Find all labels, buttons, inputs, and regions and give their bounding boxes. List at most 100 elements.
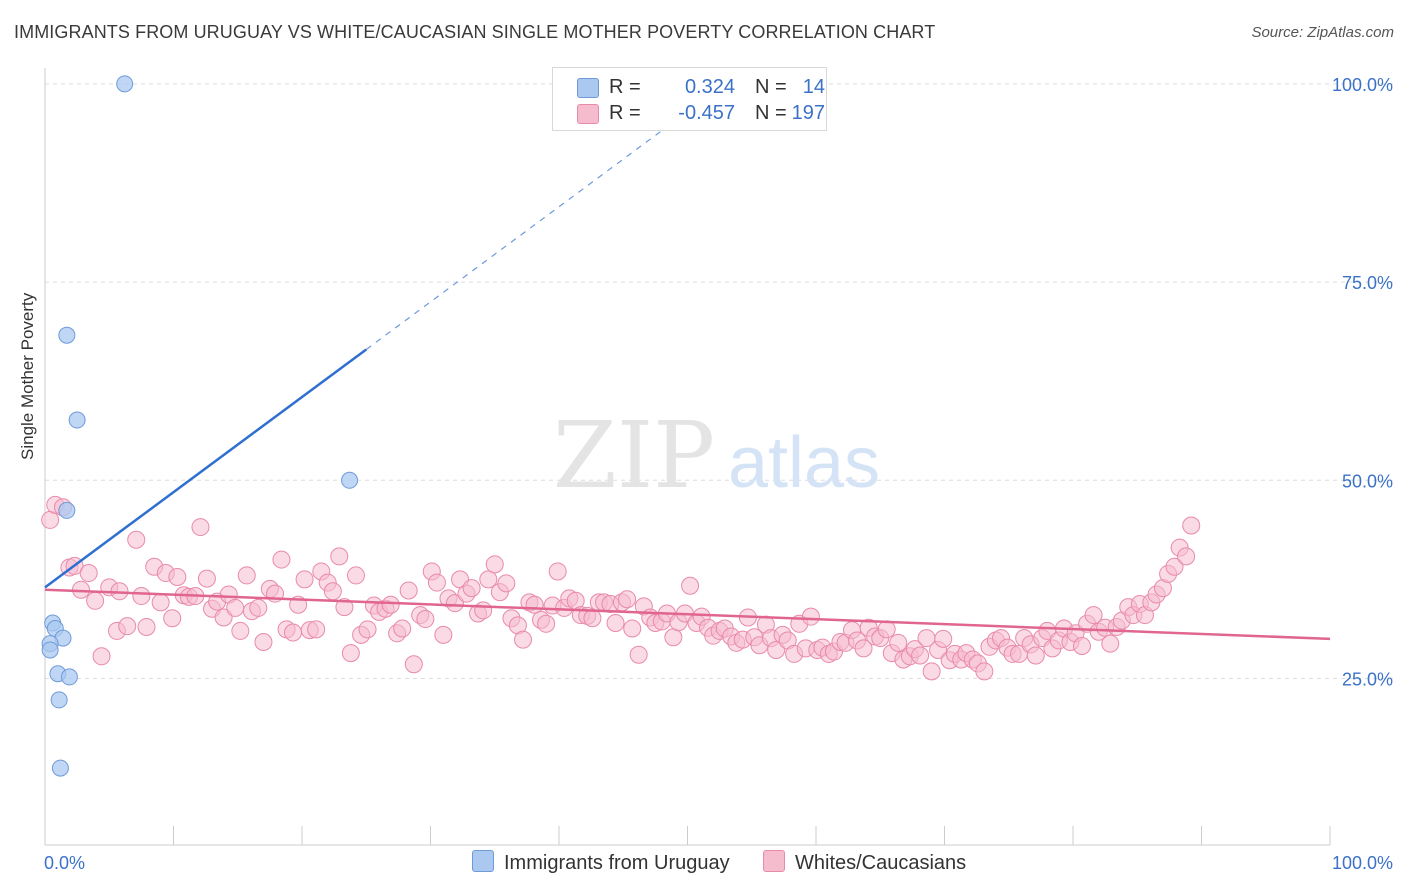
whites-caucasians-point — [226, 598, 245, 617]
whites-caucasians-point — [854, 639, 873, 658]
whites-caucasians-point — [358, 620, 377, 639]
whites-caucasians-point — [664, 628, 683, 647]
y-tick-label: 50.0% — [1342, 471, 1393, 491]
legend-r-label: R = — [609, 102, 641, 124]
whites-caucasians-point — [197, 569, 216, 588]
whites-caucasians-point — [1177, 547, 1196, 566]
whites-caucasians-point — [249, 598, 268, 617]
bottom-legend-swatch-pink — [763, 850, 785, 872]
source-label: Source: ZipAtlas.com — [1251, 24, 1394, 41]
whites-caucasians-point — [485, 555, 504, 574]
whites-caucasians-point — [416, 610, 435, 629]
uruguay-point — [41, 641, 59, 659]
whites-caucasians-point — [1165, 557, 1184, 576]
chart-title: IMMIGRANTS FROM URUGUAY VS WHITE/CAUCASI… — [14, 22, 936, 42]
legend-n-label: N = — [755, 102, 787, 124]
legend-n-value: 197 — [791, 102, 825, 124]
whites-caucasians-point — [1182, 516, 1201, 535]
whites-caucasians-point — [462, 579, 481, 598]
whites-caucasians-point — [911, 646, 930, 665]
whites-caucasians-point — [889, 633, 908, 652]
bottom-legend-swatch-blue — [472, 850, 494, 872]
whites-caucasians-point — [393, 619, 412, 638]
whites-caucasians-point — [934, 629, 953, 648]
whites-caucasians-point — [1072, 636, 1091, 655]
whites-caucasians-point — [79, 564, 98, 583]
whites-caucasians-point — [606, 614, 625, 632]
whites-caucasians-point — [330, 547, 349, 566]
whites-caucasians-point — [231, 621, 250, 640]
watermark-zip: ZIP — [553, 402, 715, 509]
whites-caucasians-point — [191, 518, 210, 537]
y-tick-label: 100.0% — [1332, 75, 1393, 95]
whites-caucasians-point — [284, 623, 303, 642]
whites-caucasians-point — [922, 662, 941, 681]
uruguay-point — [50, 691, 68, 709]
x-tick-label: 100.0% — [1332, 853, 1393, 873]
whites-caucasians-point — [335, 598, 354, 617]
whites-caucasians-point — [404, 655, 423, 674]
gridlines — [45, 83, 1394, 679]
y-tick-label: 25.0% — [1342, 670, 1393, 690]
whites-caucasians-point — [877, 620, 896, 639]
legend-swatch-blue — [577, 78, 599, 98]
tick-labels: 100.0% 75.0% 50.0% 25.0% 0.0% 100.0% — [44, 75, 1393, 873]
whites-caucasians-point — [127, 530, 146, 549]
whites-caucasians-point — [629, 645, 648, 664]
uruguay-point — [60, 668, 78, 686]
uruguay-point — [51, 759, 69, 777]
legend-swatch-pink — [577, 104, 599, 124]
whites-caucasians-point — [307, 620, 326, 639]
bottom-legend-uruguay-label: Immigrants from Uruguay — [504, 852, 730, 874]
uruguay-trend-extension — [365, 111, 688, 350]
whites-caucasians-point — [975, 662, 994, 681]
bottom-legend-uruguay: Immigrants from Uruguay — [472, 850, 730, 875]
whites-caucasians-point — [767, 640, 786, 659]
whites-caucasians-point — [801, 607, 820, 626]
bottom-legend-whites: Whites/Caucasians — [763, 850, 966, 875]
whites-caucasians-point — [163, 609, 182, 628]
whites-caucasians-point — [151, 593, 170, 612]
whites-caucasians-point — [254, 633, 273, 652]
whites-caucasians-point — [445, 594, 464, 613]
whites-caucasians-point — [1084, 606, 1103, 625]
whites-caucasians-point — [137, 617, 156, 636]
whites-caucasians-point — [214, 608, 233, 627]
legend-n-label: N = — [755, 76, 787, 98]
watermark-atlas: atlas — [728, 423, 880, 503]
legend-r-value: -0.457 — [678, 102, 735, 124]
whites-caucasians-point — [1026, 646, 1045, 665]
uruguay-points — [41, 75, 359, 777]
whites-caucasians-point — [479, 570, 498, 589]
legend-r-value: 0.324 — [684, 76, 735, 98]
axes — [44, 68, 1331, 846]
watermark: ZIP atlas — [553, 402, 880, 509]
whites-caucasians-point — [346, 566, 365, 585]
whites-caucasians-point — [681, 576, 700, 595]
whites-caucasians-points — [41, 495, 1201, 681]
x-tick-label: 0.0% — [44, 853, 85, 873]
whites-caucasians-point — [537, 614, 556, 633]
whites-caucasians-point — [548, 562, 567, 581]
whites-caucasians-point — [583, 609, 602, 628]
whites-caucasians-point — [434, 625, 453, 644]
whites-caucasians-point — [514, 630, 533, 649]
bottom-legend-whites-label: Whites/Caucasians — [795, 852, 967, 874]
y-axis-label: Single Mother Poverty — [18, 292, 37, 460]
whites-caucasians-point — [118, 617, 137, 636]
whites-caucasians-point — [132, 587, 151, 606]
whites-caucasians-point — [623, 619, 642, 638]
whites-caucasians-point — [399, 581, 418, 600]
whites-caucasians-point — [41, 510, 60, 529]
uruguay-trend-line — [44, 348, 367, 589]
whites-caucasians-point — [474, 601, 493, 620]
whites-caucasians-point — [341, 644, 360, 663]
whites-caucasians-point — [525, 595, 544, 614]
whites-caucasians-point — [295, 570, 314, 589]
whites-caucasians-point — [92, 647, 111, 666]
trend-lines — [44, 111, 1331, 641]
uruguay-point — [58, 501, 76, 519]
whites-caucasians-point — [237, 566, 256, 585]
whites-caucasians-point — [497, 574, 516, 593]
